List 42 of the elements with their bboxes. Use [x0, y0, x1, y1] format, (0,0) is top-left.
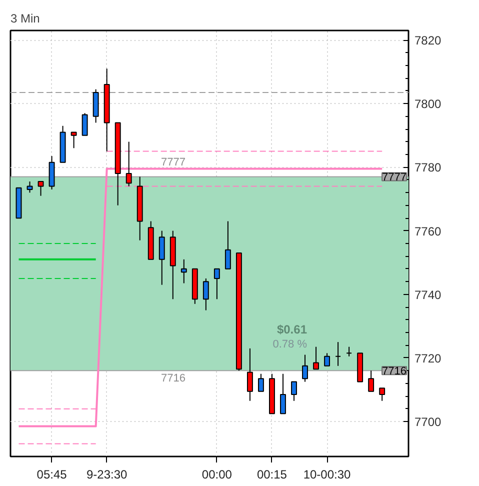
candlestick — [291, 381, 297, 402]
candlestick — [26, 181, 33, 194]
candlestick — [92, 88, 99, 124]
candlestick — [280, 373, 286, 414]
candlestick — [324, 352, 330, 366]
candlestick — [126, 141, 132, 187]
candlestick — [70, 132, 77, 149]
candlestick — [214, 268, 220, 300]
candlestick — [180, 258, 187, 284]
chart-title: 3 Min — [10, 12, 40, 26]
ref-line-label: 7777 — [382, 172, 407, 184]
y-tick-label: 7740 — [414, 288, 442, 302]
candlestick — [158, 230, 165, 286]
y-tick-label: 7780 — [414, 160, 442, 175]
candlestick — [313, 346, 319, 370]
annotation: $0.61 — [276, 322, 308, 337]
candlestick — [379, 388, 386, 402]
x-tick-label: 05:45 — [36, 468, 68, 482]
annotation: 7777 — [161, 156, 186, 169]
candlestick — [38, 181, 44, 196]
candlestick — [302, 354, 308, 382]
y-tick-label: 7820 — [414, 34, 442, 48]
candlestick — [224, 220, 231, 270]
x-tick-label: 00:15 — [256, 468, 288, 482]
x-tick-label: 9-23:30 — [86, 468, 128, 482]
ref-line-label: 7716 — [382, 366, 407, 378]
annotation: 7716 — [161, 372, 186, 385]
candlestick — [368, 370, 374, 392]
y-tick-label: 7700 — [414, 415, 442, 430]
y-tick-label: 7760 — [414, 224, 442, 238]
x-tick-label: 10-00:30 — [303, 468, 352, 482]
candlestick — [48, 156, 55, 190]
y-tick-label: 7720 — [414, 351, 442, 366]
y-tick-label: 7800 — [414, 97, 442, 112]
candlestick — [82, 112, 88, 136]
candlestick — [335, 342, 342, 366]
candlestick — [346, 346, 352, 357]
candlestick — [246, 348, 253, 402]
x-tick-label: 00:00 — [202, 468, 232, 482]
annotation: 0.78 % — [272, 338, 308, 351]
candlestick — [258, 373, 264, 392]
candlestick — [202, 278, 209, 311]
